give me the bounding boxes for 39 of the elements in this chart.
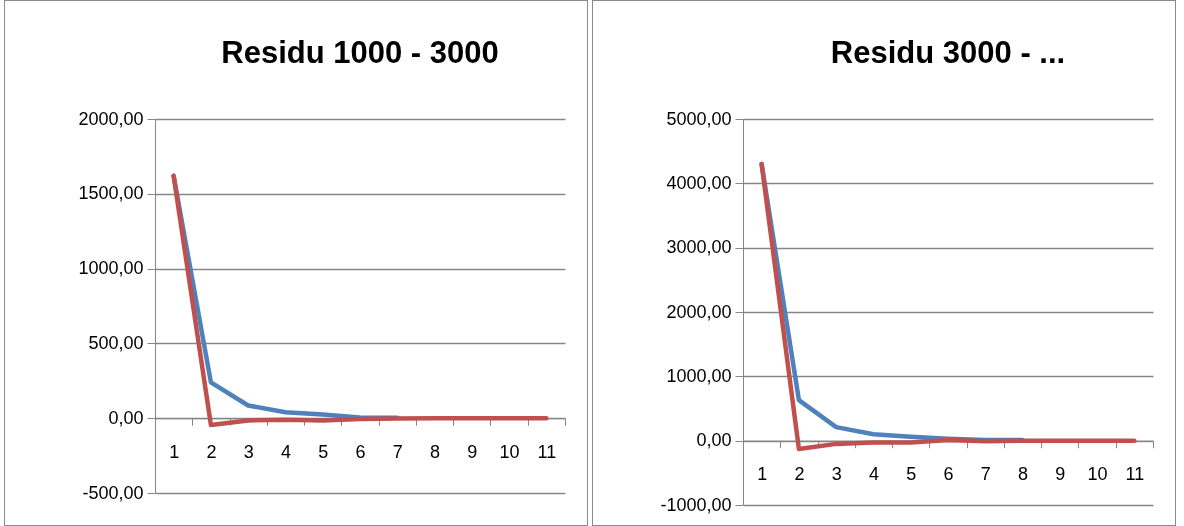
x-tick-label: 11 (1125, 464, 1145, 485)
y-tick-label: 5000,00 (666, 108, 732, 129)
x-tick-label: 2 (794, 464, 805, 485)
x-tick-label: 9 (467, 441, 478, 462)
y-tick-label: 0,00 (108, 407, 144, 428)
y-tick-label: 4000,00 (666, 172, 732, 193)
y-tick-label: 2000,00 (666, 301, 732, 322)
x-tick-label: 5 (906, 464, 917, 485)
y-tick-label: -1000,00 (660, 494, 732, 515)
y-tick-label: 2000,00 (78, 108, 144, 129)
line-series (759, 161, 1137, 452)
x-tick-label: 1 (757, 464, 768, 485)
x-tick-label: 6 (355, 441, 366, 462)
y-tick-label: 500,00 (88, 332, 144, 353)
x-tick-label: 11 (537, 441, 557, 462)
x-tick-label: 9 (1055, 464, 1066, 485)
x-tick-label: 3 (243, 441, 254, 462)
x-tick-label: 5 (318, 441, 329, 462)
x-tick-label: 1 (169, 441, 180, 462)
y-tick-label: 3000,00 (666, 237, 732, 258)
chart-title: Residu 1000 - 3000 (221, 35, 499, 70)
x-tick-label: 3 (831, 464, 842, 485)
x-tick-label: 7 (980, 464, 991, 485)
x-tick-label: 8 (430, 441, 441, 462)
x-tick-label: 4 (280, 441, 291, 462)
x-tick-label: 10 (1087, 464, 1108, 485)
x-tick-label: 8 (1018, 464, 1029, 485)
x-tick-label: 4 (868, 464, 879, 485)
y-tick-label: -500,00 (82, 482, 144, 503)
chart-title: Residu 3000 - ... (830, 35, 1066, 70)
x-tick-label: 7 (392, 441, 403, 462)
y-tick-label: 1500,00 (78, 183, 144, 204)
x-tick-label: 6 (943, 464, 954, 485)
line-series (171, 173, 549, 428)
x-tick-label: 10 (499, 441, 520, 462)
x-tick-label: 2 (206, 441, 217, 462)
y-tick-label: 1000,00 (666, 365, 732, 386)
y-tick-label: 0,00 (696, 430, 732, 451)
y-tick-label: 1000,00 (78, 258, 144, 279)
